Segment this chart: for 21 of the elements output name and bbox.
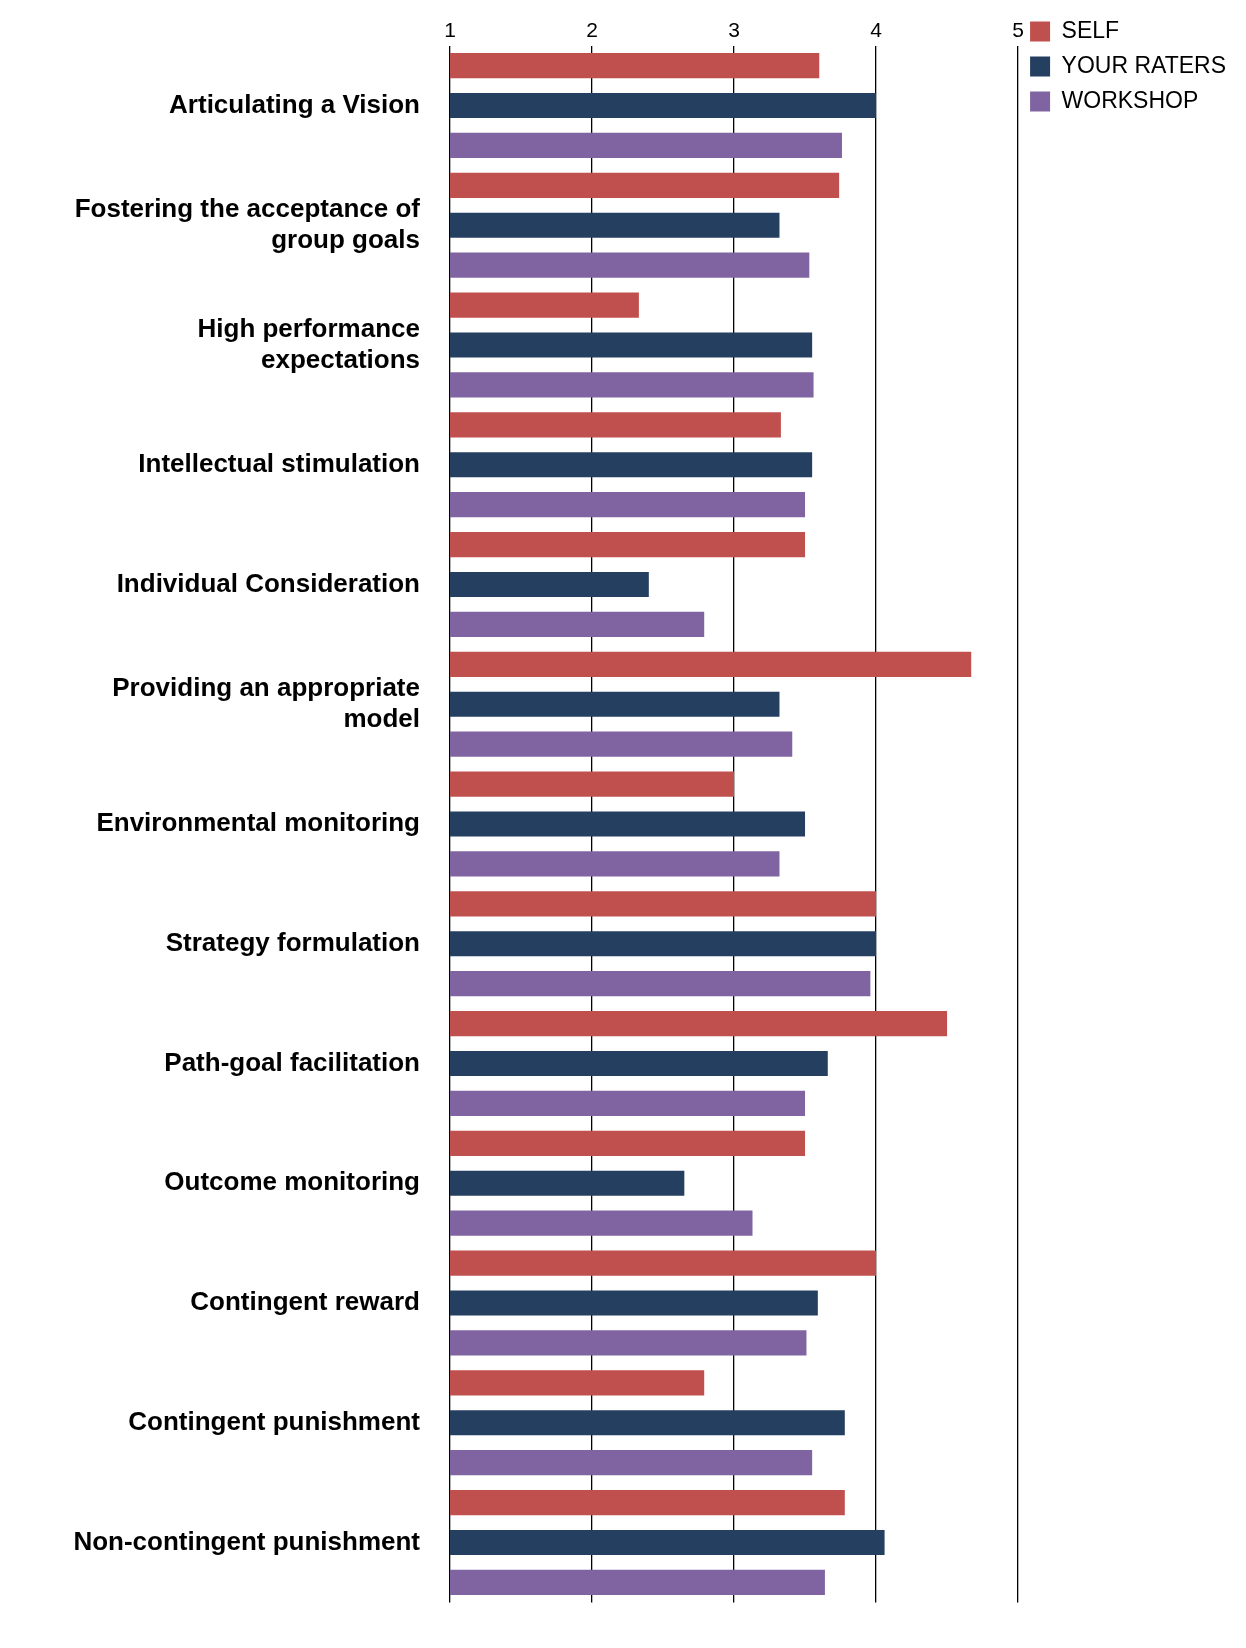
x-tick-label: 4 xyxy=(870,17,883,41)
y-tick-label: Strategy formulation xyxy=(165,926,420,957)
legend-label: WORKSHOP xyxy=(1061,86,1199,113)
y-tick-label: Path-goal facilitation xyxy=(164,1046,420,1077)
y-tick-label: Fostering the acceptance of group goals xyxy=(74,192,421,254)
legend-label: YOUR RATERS xyxy=(1061,51,1227,78)
x-tick-label: 5 xyxy=(1012,17,1024,41)
x-tick-label: 1 xyxy=(444,17,456,41)
x-tick-label: 3 xyxy=(728,17,740,41)
y-tick-label: Environmental monitoring xyxy=(96,807,420,838)
y-tick-label: Outcome monitoring xyxy=(164,1166,420,1197)
y-tick-label: Individual Consideration xyxy=(116,567,420,598)
y-tick-label: Providing an appropriate model xyxy=(112,671,420,734)
y-tick-label: Intellectual stimulation xyxy=(138,447,420,478)
legend-label: SELF xyxy=(1061,16,1120,43)
x-tick-label: 2 xyxy=(586,17,598,41)
y-tick-label: Contingent reward xyxy=(190,1286,420,1317)
y-tick-label: High performance expectations xyxy=(197,312,420,374)
y-tick-label: Articulating a Vision xyxy=(169,88,420,119)
y-tick-label: Non-contingent punishment xyxy=(73,1525,421,1556)
y-tick-label: Contingent punishment xyxy=(128,1405,421,1436)
